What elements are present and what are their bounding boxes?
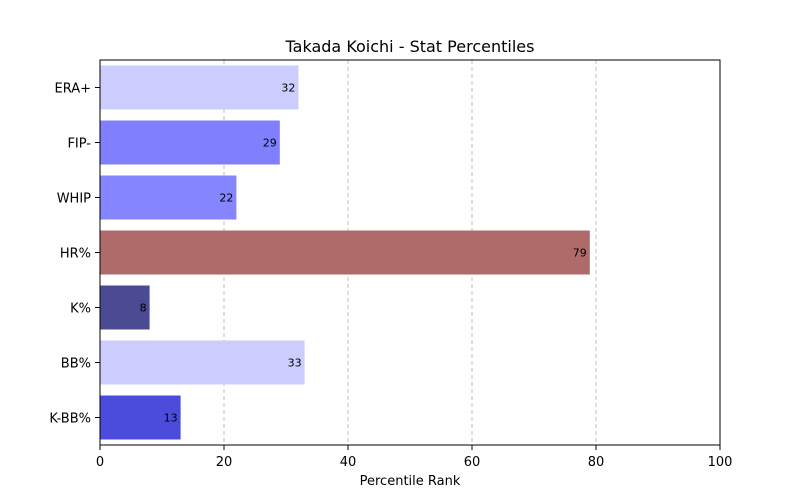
x-axis-label: Percentile Rank xyxy=(360,474,461,489)
y-tick-label: ERA+ xyxy=(54,82,91,97)
chart-title: Takada Koichi - Stat Percentiles xyxy=(285,37,535,56)
bar xyxy=(100,65,299,110)
bar-value-label: 22 xyxy=(219,192,233,205)
bar-value-label: 13 xyxy=(164,412,178,425)
y-tick-label: FIP- xyxy=(67,137,91,152)
x-tick-label: 60 xyxy=(464,455,481,470)
bar xyxy=(100,395,181,440)
bar xyxy=(100,230,590,275)
x-tick-label: 80 xyxy=(588,455,605,470)
y-tick-label: K-BB% xyxy=(49,412,91,427)
bar-value-label: 79 xyxy=(573,247,587,260)
x-axis-ticks: 0 20 40 60 80 100 xyxy=(96,445,733,470)
x-tick-label: 100 xyxy=(708,455,733,470)
bar xyxy=(100,285,150,330)
bar-value-label: 8 xyxy=(140,302,147,315)
x-tick-label: 0 xyxy=(96,455,104,470)
bars-group: 32 29 22 79 8 33 13 xyxy=(100,65,590,440)
bar-value-label: 29 xyxy=(263,137,277,150)
y-axis-ticks: ERA+ FIP- WHIP HR% K% BB% K-BB% xyxy=(49,82,100,427)
y-tick-label: HR% xyxy=(60,247,91,262)
bar-value-label: 32 xyxy=(281,82,295,95)
bar xyxy=(100,340,305,385)
bar xyxy=(100,120,280,165)
y-tick-label: K% xyxy=(70,302,91,317)
x-tick-label: 20 xyxy=(216,455,233,470)
y-tick-label: WHIP xyxy=(57,192,91,207)
bar-value-label: 33 xyxy=(288,357,302,370)
x-tick-label: 40 xyxy=(340,455,357,470)
bar xyxy=(100,175,237,220)
y-tick-label: BB% xyxy=(61,357,91,372)
